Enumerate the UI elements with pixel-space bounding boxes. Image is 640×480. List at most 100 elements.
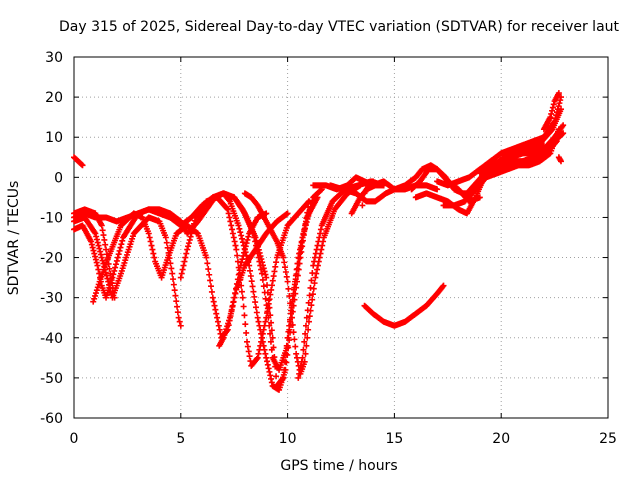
data-point-marker [317,230,324,237]
data-point-marker [230,298,237,305]
data-point-marker [147,238,154,245]
data-point-marker [266,322,273,329]
data-point-marker [146,234,153,241]
data-point-marker [109,285,116,292]
data-point-marker [89,244,96,251]
data-point-marker [269,277,276,284]
data-point-marker [303,342,310,349]
y-tick-label: 10 [45,130,63,146]
data-point-marker [92,230,99,237]
data-point-marker [556,100,563,107]
data-point-marker [264,308,271,315]
data-point-marker [251,234,258,241]
data-point-marker [282,268,289,275]
data-point-marker [252,299,259,306]
data-point-marker [242,321,249,328]
series-trace-w [540,90,562,133]
data-point-marker [188,230,195,237]
data-point-marker [145,230,152,237]
data-point-marker [316,234,323,241]
data-point-marker [314,194,321,201]
y-tick-label: -30 [40,291,63,307]
data-point-marker [174,303,181,310]
data-point-marker [302,350,309,357]
data-point-marker [191,220,198,227]
data-point-marker [311,254,318,261]
data-point-marker [254,354,261,361]
series-trace-v [508,130,567,169]
data-point-marker [229,230,236,237]
data-point-marker [273,373,280,380]
data-point-marker [235,222,242,229]
data-point-marker [204,260,211,267]
data-point-marker [246,353,253,360]
data-point-marker [106,265,113,272]
data-point-marker [297,242,304,249]
data-point-marker [285,334,292,341]
data-point-marker [360,196,367,203]
data-point-marker [309,291,316,298]
data-point-marker [268,282,275,289]
data-point-marker [178,270,185,277]
data-point-marker [247,273,254,280]
data-point-marker [108,275,115,282]
y-tick-label: -20 [40,251,63,267]
data-point-marker [149,246,156,253]
data-point-marker [284,278,291,285]
data-point-marker [176,318,183,325]
data-point-marker [175,314,182,321]
data-point-marker [91,295,98,302]
data-point-marker [94,284,101,291]
data-point-marker [242,243,249,250]
data-point-marker [268,319,275,326]
data-point-marker [434,186,441,193]
data-point-marker [314,266,321,273]
series-trace-g [209,190,321,373]
data-point-marker [270,273,277,280]
data-point-marker [549,107,556,114]
data-point-marker [215,322,222,329]
data-point-marker [237,229,244,236]
data-point-marker [305,198,312,205]
data-point-marker [253,355,260,362]
data-point-marker [291,336,298,343]
x-tick-label: 10 [279,431,297,447]
series-trace-f [177,194,312,369]
data-point-marker [295,374,302,381]
data-point-marker [96,270,103,277]
data-point-marker [243,240,250,247]
data-point-marker [315,238,322,245]
data-point-marker [314,242,321,249]
data-point-marker [260,283,267,290]
data-point-marker [304,307,311,314]
data-point-marker [245,233,252,240]
y-tick-label: -60 [40,411,63,427]
data-point-marker [264,361,271,368]
data-point-marker [112,264,119,271]
data-point-marker [239,256,246,263]
data-point-marker [97,248,104,255]
data-point-marker [232,242,239,249]
series-trace-x [555,154,565,165]
data-point-marker [101,236,108,243]
data-point-marker [102,241,109,248]
data-point-marker [221,331,228,338]
data-point-marker [269,334,276,341]
data-point-marker [547,114,554,121]
data-point-marker [296,250,303,257]
data-point-marker [227,218,234,225]
data-point-marker [295,254,302,261]
data-point-marker [172,292,179,299]
data-point-marker [208,288,215,295]
data-point-marker [210,298,217,305]
data-point-marker [311,258,318,265]
data-point-marker [177,322,184,329]
data-point-marker [88,241,95,248]
y-tick-label: -50 [40,371,63,387]
data-point-marker [558,158,565,165]
data-point-marker [238,288,245,295]
data-point-marker [267,338,274,345]
data-point-marker [261,346,268,353]
data-point-marker [231,238,238,245]
data-point-marker [369,179,376,186]
